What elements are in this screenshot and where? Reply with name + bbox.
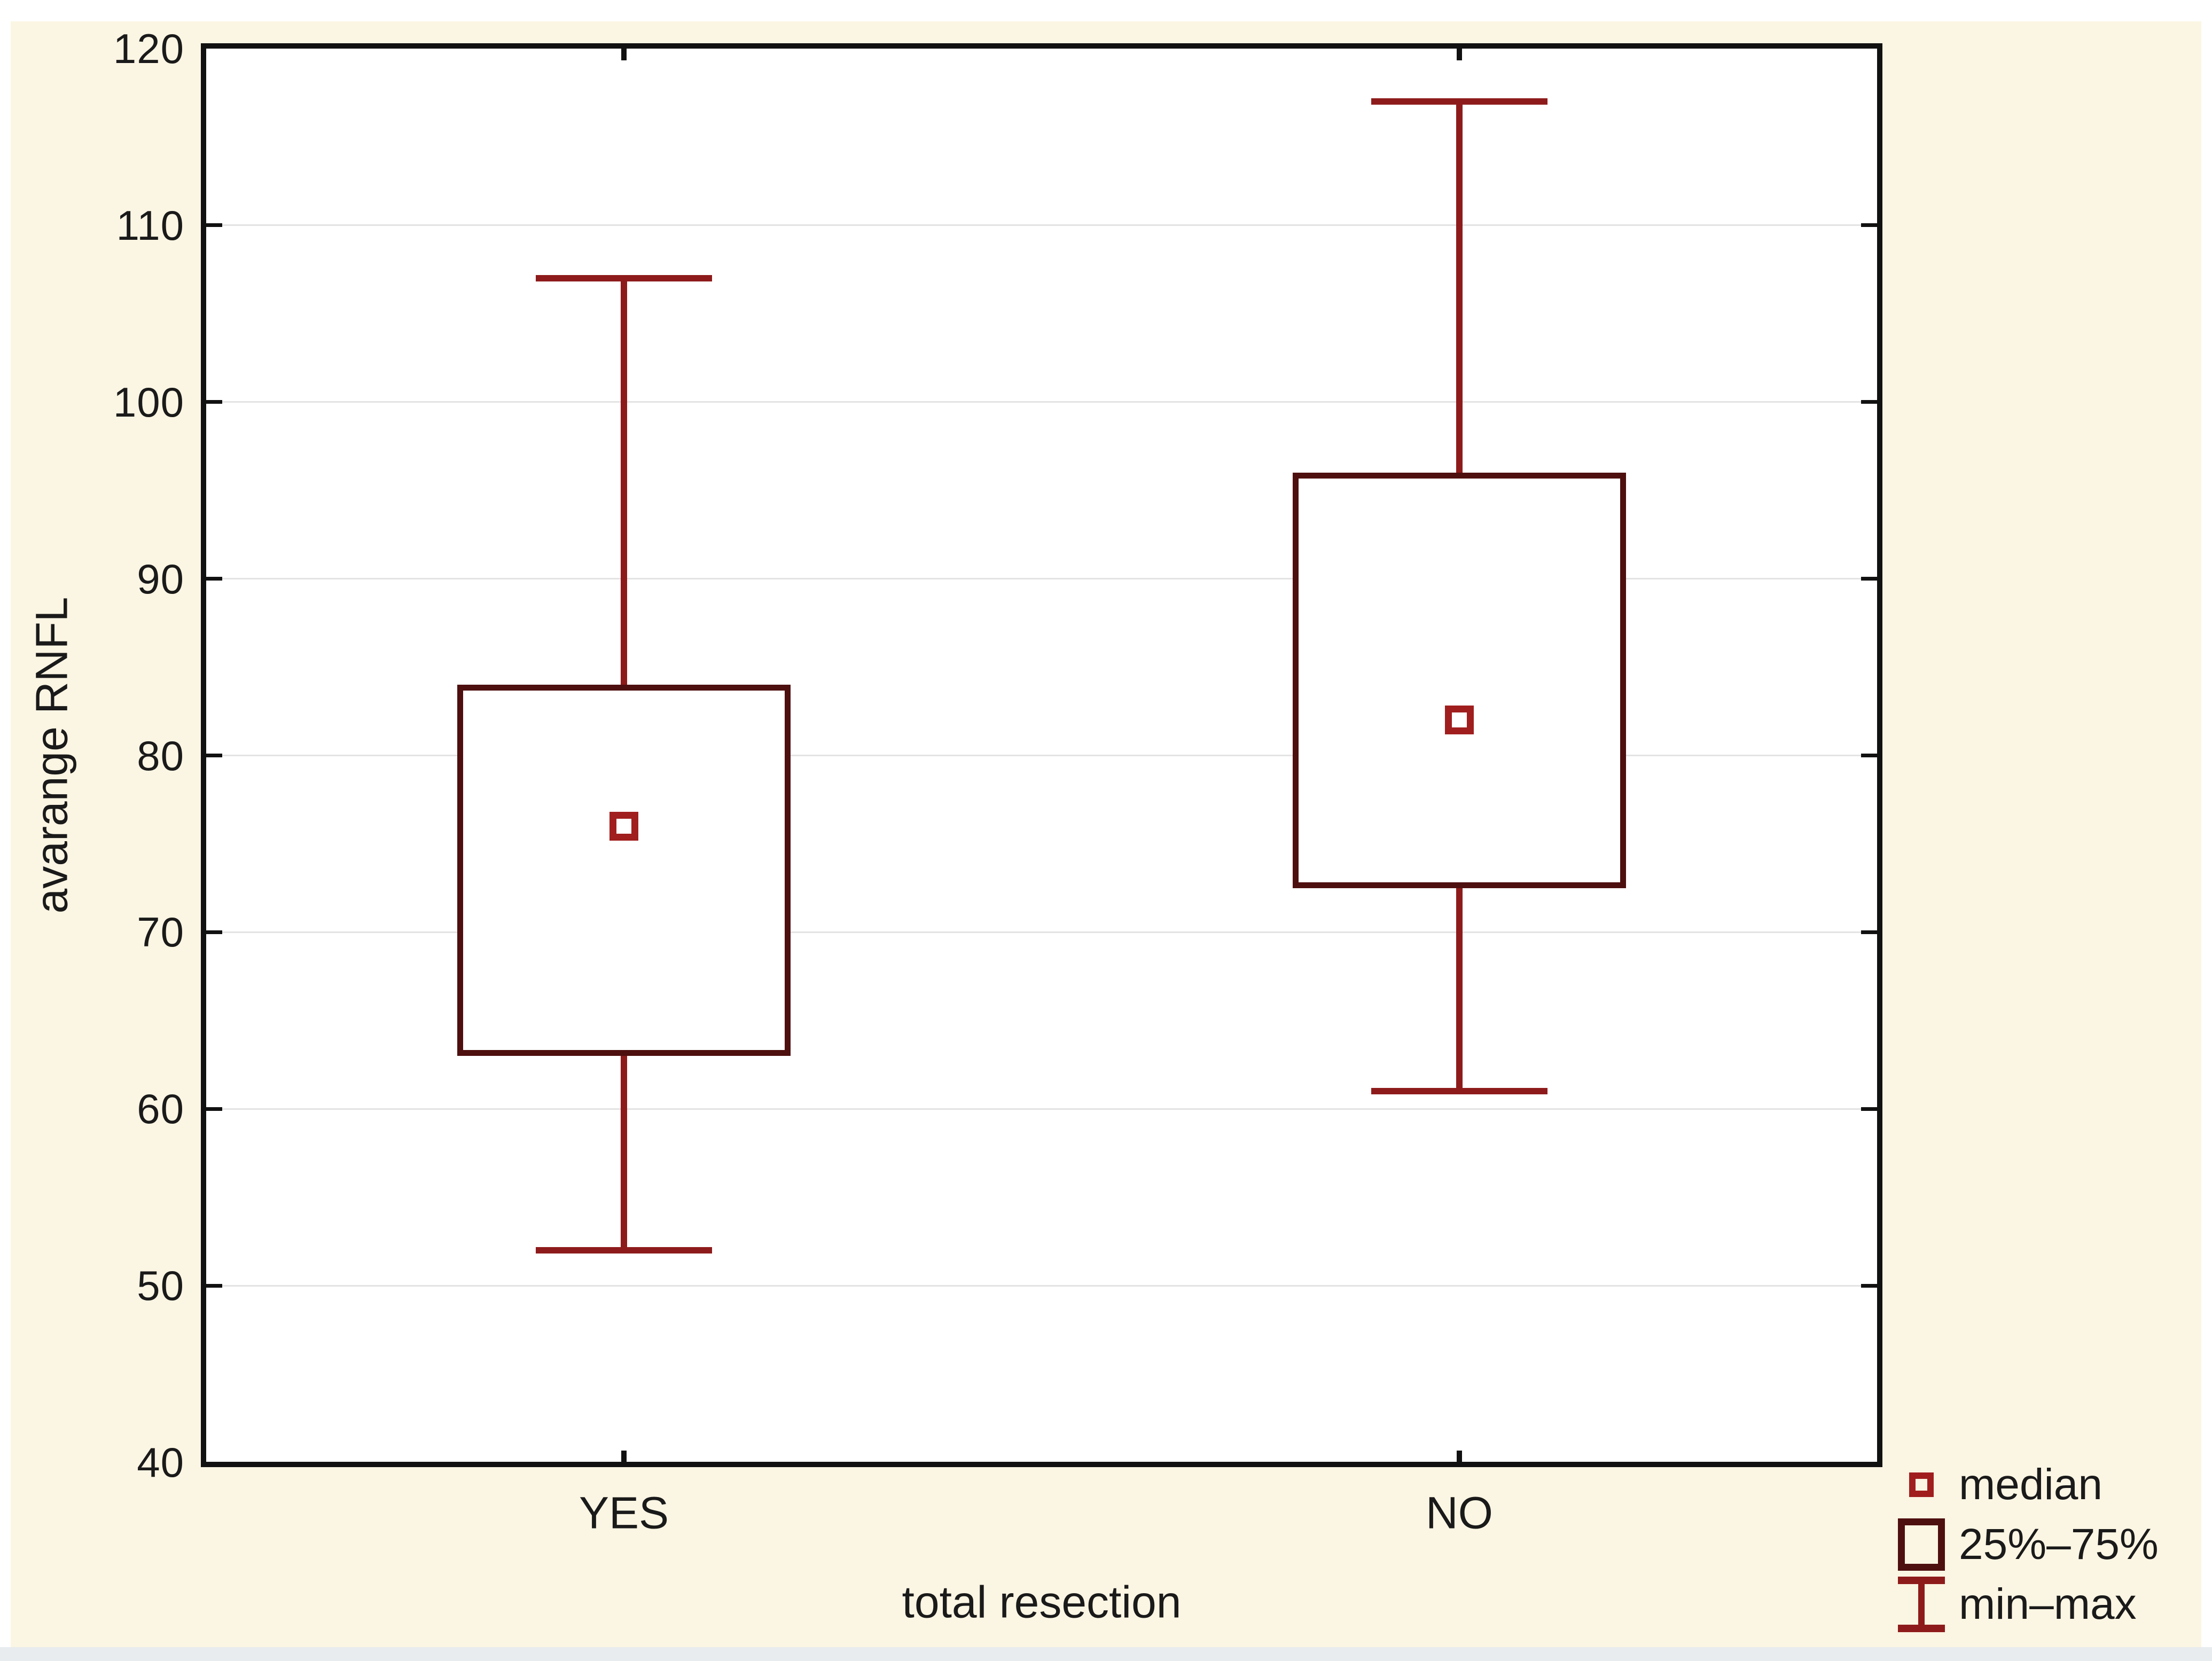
y-tick-left [206, 1283, 222, 1288]
y-gridline [206, 755, 1877, 756]
median-marker-icon [1909, 1472, 1934, 1497]
legend-item-iqr: 25%–75% [1888, 1515, 2159, 1574]
y-tick-right [1861, 1107, 1877, 1111]
median-marker [609, 811, 638, 841]
y-gridline [206, 578, 1877, 580]
y-tick-right [1861, 223, 1877, 228]
y-tick-right [1861, 400, 1877, 404]
box-whisker-lower [621, 1055, 627, 1250]
y-tick-label: 70 [137, 908, 184, 956]
legend-item-median: median [1888, 1455, 2159, 1515]
legend-item-minmax: min–max [1888, 1574, 2159, 1634]
y-tick-label: 110 [116, 201, 184, 249]
y-gridline [206, 1284, 1877, 1287]
median-marker [1445, 706, 1474, 735]
whisker-cap-max [1371, 98, 1547, 105]
legend-label-iqr: 25%–75% [1959, 1520, 2159, 1569]
y-tick-left [206, 223, 222, 228]
box-whisker-upper [621, 278, 627, 685]
x-axis-title: total resection [902, 1577, 1182, 1627]
legend: median 25%–75% min–max [1888, 1455, 2159, 1634]
y-tick-left [206, 754, 222, 757]
y-gridline [206, 224, 1877, 226]
whisker-cap-max [536, 275, 712, 282]
legend-label-minmax: min–max [1959, 1580, 2137, 1628]
whisker-cap-min [536, 1247, 712, 1253]
category-label: NO [1426, 1487, 1493, 1538]
legend-label-median: median [1959, 1460, 2102, 1509]
category-tick-bottom [621, 1451, 627, 1462]
y-tick-right [1861, 1283, 1877, 1288]
y-gridline [206, 401, 1877, 403]
y-tick-label: 50 [137, 1262, 184, 1310]
y-tick-right [1861, 754, 1877, 757]
y-tick-left [206, 930, 222, 934]
box-whisker-upper [1456, 101, 1463, 473]
iqr-box-icon [1898, 1518, 1945, 1571]
category-tick-top [621, 49, 627, 60]
minmax-whisker-icon [1898, 1577, 1945, 1632]
y-tick-label: 80 [137, 732, 184, 779]
category-tick-top [1457, 49, 1462, 60]
y-tick-label: 100 [113, 378, 184, 426]
y-tick-label: 90 [137, 555, 184, 602]
y-tick-left [206, 577, 222, 581]
y-tick-label: 40 [137, 1439, 184, 1486]
window-bottom-strip [0, 1647, 2212, 1661]
y-gridline [206, 1108, 1877, 1110]
y-tick-left [206, 1107, 222, 1111]
category-tick-bottom [1457, 1451, 1462, 1462]
iqr-box [457, 685, 791, 1056]
y-tick-right [1861, 930, 1877, 934]
y-tick-right [1861, 577, 1877, 581]
iqr-box [1293, 473, 1626, 888]
category-label: YES [579, 1487, 669, 1538]
y-gridline [206, 931, 1877, 933]
whisker-cap-min [1371, 1088, 1547, 1095]
y-tick-left [206, 400, 222, 404]
y-tick-label: 60 [137, 1085, 184, 1133]
y-axis-title: avarange RNFL [26, 597, 77, 914]
y-tick-label: 120 [113, 25, 184, 72]
box-whisker-lower [1456, 888, 1463, 1092]
